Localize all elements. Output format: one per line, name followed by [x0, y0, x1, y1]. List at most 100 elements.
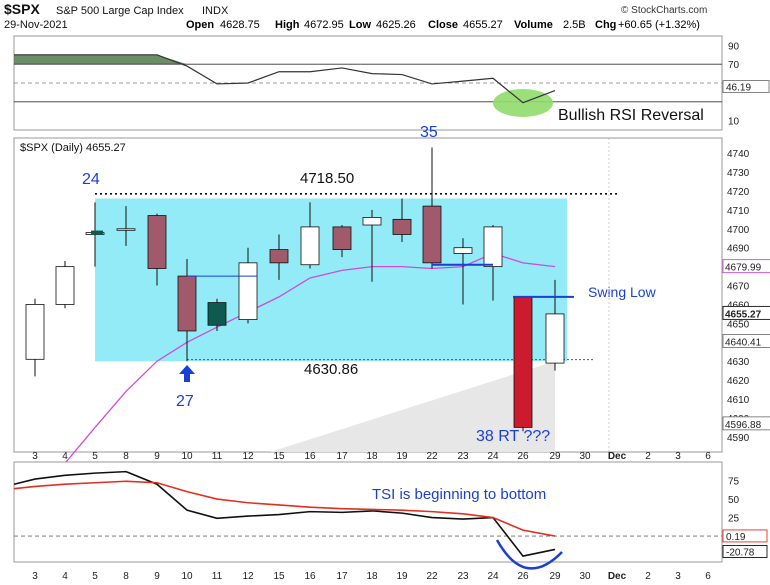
annotation-low-mark: 27: [176, 393, 194, 410]
price-tick-label: 4620: [727, 376, 750, 387]
x-tick-label-bottom: 24: [487, 571, 499, 582]
price-tick-label: 4610: [727, 395, 750, 406]
x-tick-label-bottom: 2: [645, 571, 651, 582]
tsi-tick-label: 50: [728, 495, 740, 506]
candle-body: [116, 228, 136, 231]
x-tick-label: 11: [212, 451, 223, 462]
x-tick-label: 8: [123, 451, 129, 462]
high-label: High: [275, 19, 300, 31]
x-tick-label: 12: [242, 451, 254, 462]
x-tick-label: 30: [579, 451, 591, 462]
rsi-tick-label: 90: [728, 41, 740, 52]
x-tick-label: 18: [366, 451, 378, 462]
x-tick-label: 19: [396, 451, 408, 462]
rsi-panel: 90 70 10 46.19 Bullish RSI Reversal: [13, 35, 770, 131]
low-label: Low: [349, 19, 371, 31]
x-tick-label-bottom: 10: [181, 571, 193, 582]
annotation-rt: 38 RT ???: [476, 428, 550, 445]
x-tick-label-bottom: 19: [396, 571, 408, 582]
ohlc-bar: Open 4628.75 High 4672.95 Low 4625.26 Cl…: [186, 19, 700, 31]
chg-value: +60.65 (+1.32%): [618, 19, 700, 31]
annotation-swing-low: Swing Low: [588, 284, 657, 300]
rsi-overbought-fill: [14, 54, 195, 65]
x-tick-label-bottom: 15: [273, 571, 285, 582]
price-legend: $SPX (Daily) 4655.27: [20, 142, 126, 154]
chg-label: Chg: [595, 19, 616, 31]
candle-body: [483, 226, 503, 268]
low-value: 4625.26: [376, 19, 416, 31]
tsi-value-label: 0.19: [726, 532, 746, 543]
x-tick-label: 5: [92, 451, 98, 462]
x-tick-label: 17: [336, 451, 348, 462]
x-tick-label-bottom: 9: [154, 571, 160, 582]
x-tick-label: 6: [705, 451, 711, 462]
price-tick-label: 4690: [727, 244, 750, 255]
x-tick-label-bottom: 30: [579, 571, 591, 582]
x-axis: 3 3 4 4 5 5 8 8 9 9 10 10 11 11 12 12 15 15 16 16 17 17 18 18 19…: [32, 138, 711, 582]
price-tick-label: 4650: [727, 319, 750, 330]
high-value: 4672.95: [304, 19, 344, 31]
x-tick-label-bottom: 8: [123, 571, 129, 582]
x-tick-label-bottom: 18: [366, 571, 378, 582]
candle-body: [207, 302, 227, 326]
x-tick-label: 3: [32, 451, 38, 462]
x-tick-label-bottom: 26: [517, 571, 529, 582]
x-tick-label: 16: [304, 451, 316, 462]
candle-body: [513, 296, 533, 428]
price-panel: 4740473047204710470046904670466046504630…: [13, 124, 770, 514]
price-tick-label: 4740: [727, 149, 750, 160]
x-tick-label: 24: [487, 451, 499, 462]
x-tick-label-bottom: 4: [62, 571, 68, 582]
close-value: 4655.27: [463, 19, 503, 31]
x-tick-label: 10: [181, 451, 193, 462]
x-tick-label: 9: [154, 451, 160, 462]
annotation-peak-left: 24: [82, 171, 100, 188]
rsi-annotation: Bullish RSI Reversal: [558, 107, 704, 124]
volume-value: 2.5B: [563, 19, 586, 31]
support-label: 4630.86: [304, 361, 358, 378]
candle-body: [147, 215, 167, 269]
price-label-box: [722, 416, 770, 431]
exchange: INDX: [202, 5, 229, 17]
x-tick-label-bottom: 3: [32, 571, 38, 582]
candle-body: [238, 262, 258, 320]
price-tick-label: 4700: [727, 225, 750, 236]
candle-body: [177, 275, 197, 332]
volume-label: Volume: [514, 19, 553, 31]
up-arrow-icon: [179, 365, 195, 382]
price-label: 4596.88: [725, 420, 762, 431]
close-label: Close: [428, 19, 458, 31]
candle-body: [55, 266, 75, 305]
x-tick-label-bottom: 22: [426, 571, 438, 582]
x-tick-label-bottom: 16: [304, 571, 316, 582]
price-tick-label: 4670: [727, 282, 750, 293]
x-tick-label-bottom: Dec: [608, 571, 627, 582]
annotation-peak-right: 35: [420, 124, 438, 141]
rsi-tick-label: 10: [728, 117, 740, 128]
x-tick-label-bottom: 23: [457, 571, 469, 582]
open-label: Open: [186, 19, 214, 31]
tsi-tick-label: 75: [728, 477, 740, 488]
price-tick-label: 4720: [727, 187, 750, 198]
tsi-value-box: [722, 529, 768, 543]
candle-body: [269, 249, 289, 264]
tsi-series-line: [13, 480, 556, 537]
candle-body: [362, 217, 382, 226]
price-tick-label: 4590: [727, 433, 750, 444]
price-label-box: [722, 305, 770, 320]
x-tick-label: 22: [426, 451, 438, 462]
x-tick-label: 2: [645, 451, 651, 462]
chart-date: 29-Nov-2021: [4, 19, 68, 31]
price-label-box: [722, 259, 770, 274]
tsi-frame: [13, 461, 723, 563]
rsi-tick-label: 70: [728, 60, 740, 71]
tsi-tick-label: 25: [728, 514, 740, 525]
candle-body: [453, 247, 473, 254]
x-tick-label-bottom: 11: [212, 571, 223, 582]
price-label: 4679.99: [725, 263, 762, 274]
x-tick-label: 23: [457, 451, 469, 462]
x-tick-label-bottom: 29: [549, 571, 561, 582]
brand-logo: © StockCharts.com: [621, 5, 707, 16]
consolidation-box: [95, 198, 567, 362]
